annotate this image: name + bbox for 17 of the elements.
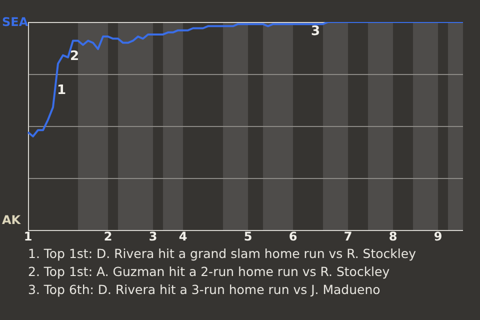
text: 2. Top 1st: A. Guzman hit a 2-run home run vs R. Stockley xyxy=(28,263,391,281)
x-tick-label: 4 xyxy=(178,229,188,244)
annotation: 3 xyxy=(311,24,320,39)
x-tick-label: 6 xyxy=(288,229,298,244)
x-tick-label: 3 xyxy=(148,229,158,244)
x-tick-label: 5 xyxy=(244,229,252,244)
text: AK xyxy=(2,213,21,227)
annotation: 1 xyxy=(57,83,66,98)
x-tick-label: 9 xyxy=(434,229,442,244)
x-tick-label: 7 xyxy=(344,229,352,244)
x-tick-label: 2 xyxy=(104,229,112,244)
x-tick-label: 8 xyxy=(388,229,398,244)
text: 3. Top 6th: D. Rivera hit a 3-run home run vs J. Madueno xyxy=(28,281,382,299)
annotation: 2 xyxy=(70,49,80,64)
text: SEA xyxy=(2,15,28,29)
x-tick-label: 1 xyxy=(24,229,32,244)
text: 1. Top 1st: D. Rivera hit a grand slam home run vs R. Stockley xyxy=(28,245,416,263)
